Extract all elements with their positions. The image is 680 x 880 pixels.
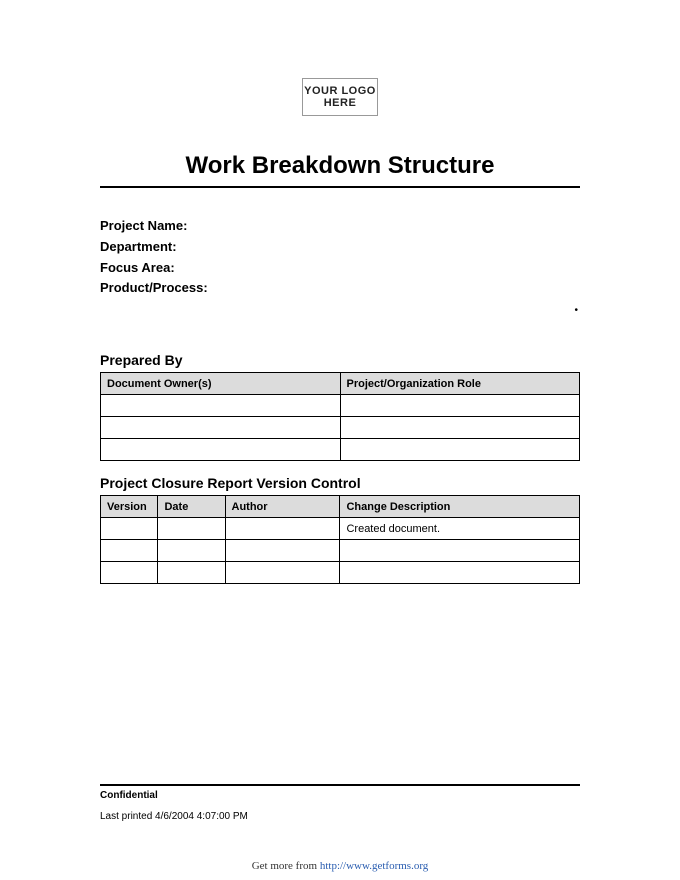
- version-control-heading: Project Closure Report Version Control: [100, 475, 580, 491]
- footer: Confidential Last printed 4/6/2004 4:07:…: [100, 784, 580, 822]
- footer-divider: [100, 784, 580, 786]
- table-row: [101, 439, 580, 461]
- field-product-process: Product/Process:: [100, 278, 580, 299]
- table-row: [101, 417, 580, 439]
- field-department: Department:: [100, 237, 580, 258]
- attribution-prefix: Get more from: [252, 860, 320, 872]
- logo-placeholder: YOUR LOGO HERE: [302, 78, 378, 116]
- col-version: Version: [101, 496, 158, 518]
- attribution: Get more from http://www.getforms.org: [0, 860, 680, 872]
- table-row: [101, 562, 580, 584]
- table-row: Created document.: [101, 518, 580, 540]
- col-date: Date: [158, 496, 225, 518]
- version-control-table: Version Date Author Change Description C…: [100, 495, 580, 584]
- last-printed-label: Last printed 4/6/2004 4:07:00 PM: [100, 811, 580, 822]
- col-role: Project/Organization Role: [340, 373, 580, 395]
- document-page: YOUR LOGO HERE Work Breakdown Structure …: [0, 0, 680, 584]
- attribution-link[interactable]: http://www.getforms.org: [320, 860, 428, 872]
- col-owner: Document Owner(s): [101, 373, 341, 395]
- title-divider: [100, 186, 580, 188]
- col-change: Change Description: [340, 496, 580, 518]
- confidential-label: Confidential: [100, 790, 580, 801]
- table-header-row: Version Date Author Change Description: [101, 496, 580, 518]
- prepared-by-table: Document Owner(s) Project/Organization R…: [100, 372, 580, 461]
- table-row: [101, 540, 580, 562]
- field-project-name: Project Name:: [100, 216, 580, 237]
- table-header-row: Document Owner(s) Project/Organization R…: [101, 373, 580, 395]
- project-fields: Project Name: Department: Focus Area: Pr…: [100, 216, 580, 299]
- col-author: Author: [225, 496, 340, 518]
- field-focus-area: Focus Area:: [100, 258, 580, 279]
- prepared-by-heading: Prepared By: [100, 352, 580, 368]
- section-dot: •: [100, 305, 580, 316]
- page-title: Work Breakdown Structure: [100, 152, 580, 180]
- table-row: [101, 395, 580, 417]
